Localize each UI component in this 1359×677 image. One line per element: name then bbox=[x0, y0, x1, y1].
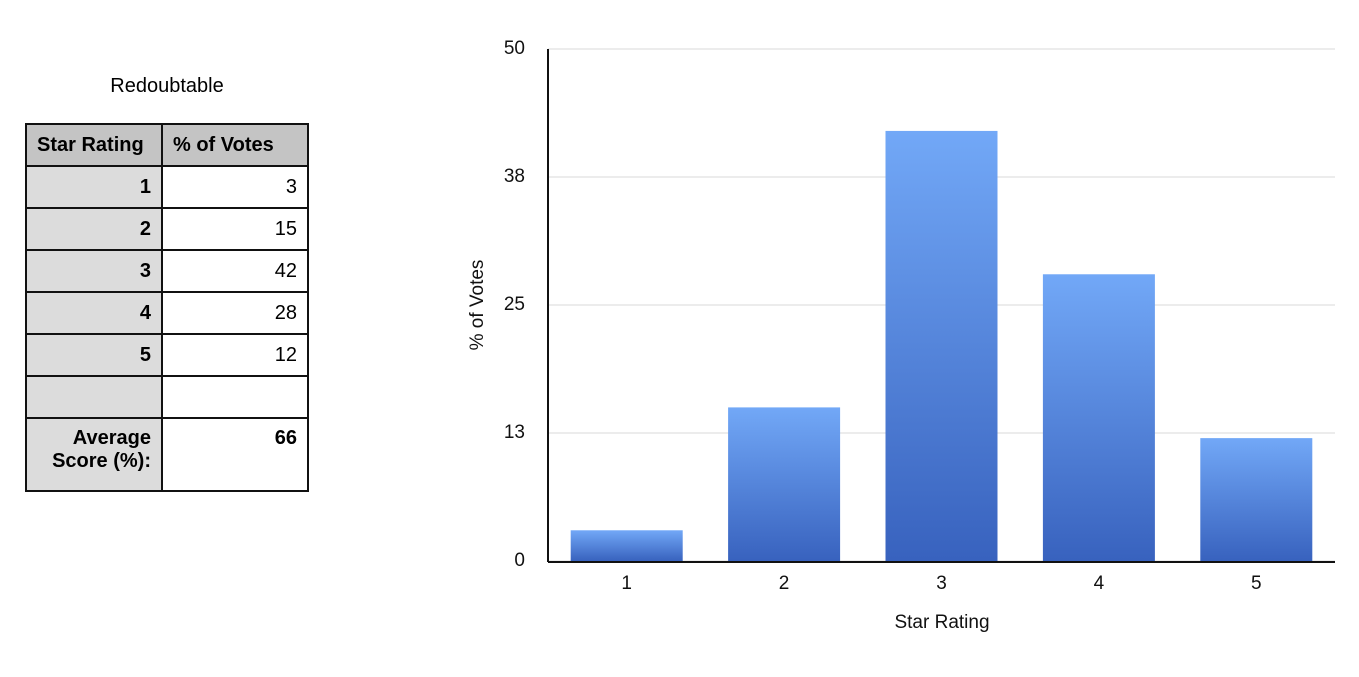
bar bbox=[885, 130, 998, 562]
votes-cell: 12 bbox=[161, 333, 309, 377]
average-row: Average Score (%): 66 bbox=[25, 417, 309, 492]
header-cell: Star Rating bbox=[25, 123, 163, 167]
data-table: Star Rating % of Votes 1 3 2 15 3 42 4 28 5 12 Ave… bbox=[25, 123, 309, 492]
bar bbox=[1042, 274, 1155, 561]
votes-cell: 28 bbox=[161, 291, 309, 335]
table-row: 2 15 bbox=[25, 207, 309, 251]
average-label: Average Score (%): bbox=[25, 417, 163, 492]
y-axis-label: % of Votes bbox=[467, 260, 488, 351]
header-row: Star Rating % of Votes bbox=[25, 123, 309, 167]
x-tick-label: 1 bbox=[621, 573, 632, 594]
empty-cell bbox=[25, 375, 163, 419]
bar bbox=[1200, 438, 1313, 561]
y-tick-label: 13 bbox=[504, 422, 525, 443]
x-tick-label: 4 bbox=[1094, 573, 1105, 594]
votes-cell: 15 bbox=[161, 207, 309, 251]
x-tick-label: 5 bbox=[1251, 573, 1262, 594]
table-row: 3 42 bbox=[25, 249, 309, 293]
bar bbox=[570, 530, 683, 561]
x-axis-label: Star Rating bbox=[894, 612, 989, 633]
rating-cell: 3 bbox=[25, 249, 163, 293]
y-tick-label: 0 bbox=[514, 550, 525, 571]
rating-cell: 2 bbox=[25, 207, 163, 251]
y-tick-label: 25 bbox=[504, 294, 525, 315]
bar bbox=[728, 407, 841, 561]
empty-row bbox=[25, 375, 309, 419]
table-body: Star Rating % of Votes 1 3 2 15 3 42 4 28 5 12 Ave… bbox=[25, 123, 309, 492]
table-row: 4 28 bbox=[25, 291, 309, 335]
votes-cell: 3 bbox=[161, 165, 309, 209]
y-tick-label: 50 bbox=[504, 38, 525, 59]
rating-cell: 4 bbox=[25, 291, 163, 335]
average-value: 66 bbox=[161, 417, 309, 492]
table-row: 5 12 bbox=[25, 333, 309, 377]
header-cell: % of Votes bbox=[161, 123, 309, 167]
empty-cell bbox=[161, 375, 309, 419]
table-title: Redoubtable bbox=[110, 75, 224, 97]
x-tick-label: 2 bbox=[779, 573, 790, 594]
rating-cell: 5 bbox=[25, 333, 163, 377]
y-tick-label: 38 bbox=[504, 166, 525, 187]
votes-cell: 42 bbox=[161, 249, 309, 293]
x-tick-label: 3 bbox=[936, 573, 947, 594]
rating-cell: 1 bbox=[25, 165, 163, 209]
